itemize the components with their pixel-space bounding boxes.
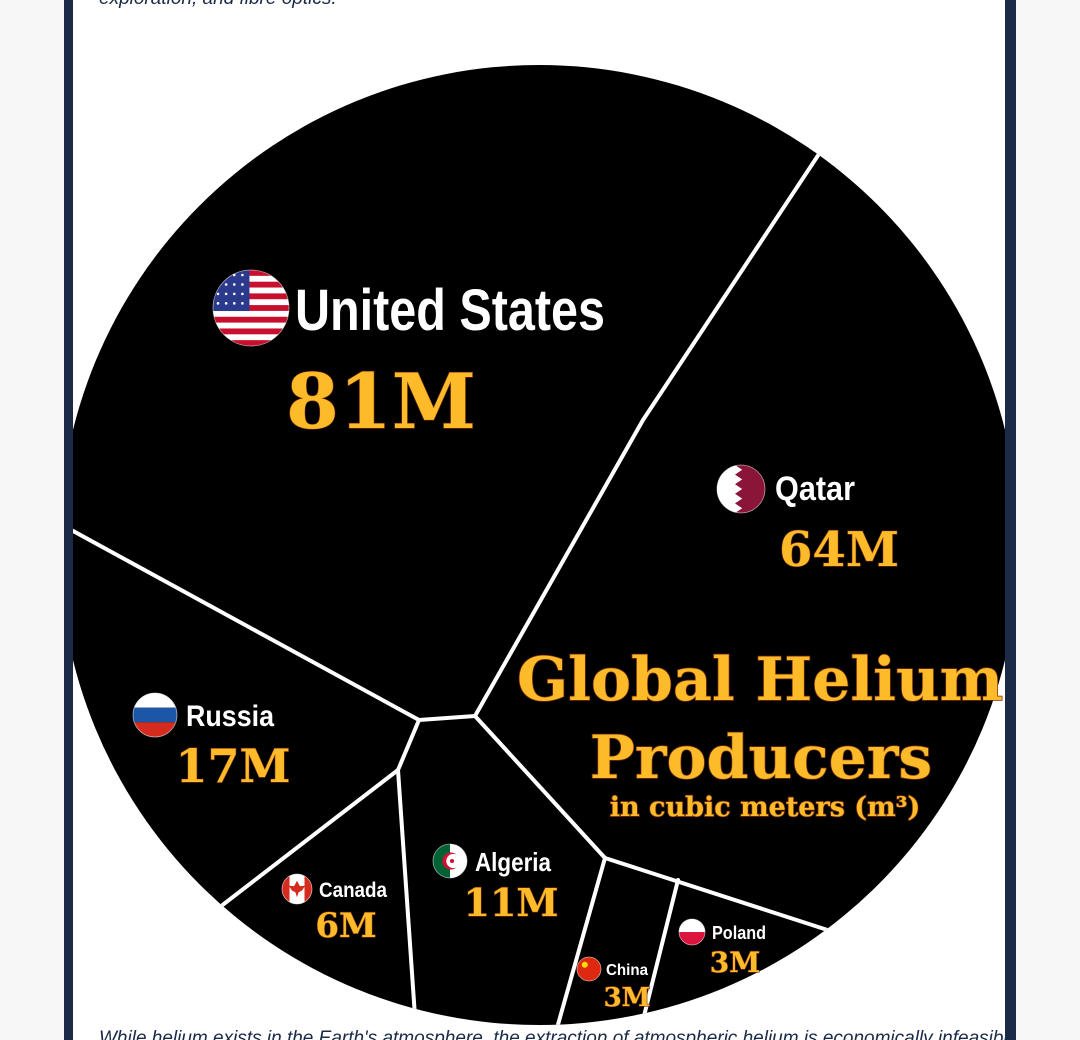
- country-label: Qatar: [775, 470, 855, 508]
- value-label: 81M: [286, 357, 476, 446]
- intro-text: exploration, and fibre optics.: [99, 0, 979, 10]
- cell-border-algeria-china: [546, 856, 607, 1025]
- cell-border-qatar-poland: [603, 856, 845, 937]
- country-label: Canada: [319, 879, 387, 902]
- chart-title-block: Global Helium Producers in cubic meters …: [516, 644, 1004, 824]
- value-label: 17M: [176, 739, 291, 793]
- chart-title-line2: Producers: [590, 723, 932, 793]
- cell-border-qatar-algeria: [473, 714, 607, 860]
- flag-algeria-icon: [432, 843, 468, 879]
- cell-border-us-algeria: [417, 714, 477, 722]
- article-card: exploration, and fibre optics. United St…: [73, 0, 1005, 1040]
- cell-border-us-russia: [73, 518, 421, 722]
- value-label: 11M: [464, 880, 559, 925]
- chart-title: Global Helium: [517, 645, 1003, 715]
- flag-canada-icon: [281, 873, 313, 905]
- flag-qatar-icon: [716, 464, 766, 514]
- cell-borders: [73, 93, 860, 1025]
- article-frame: exploration, and fibre optics. United St…: [64, 0, 1016, 1040]
- country-label: Poland: [712, 923, 766, 943]
- flag-china-icon: [576, 956, 602, 982]
- country-label: Russia: [186, 700, 274, 733]
- chart-subtitle: in cubic meters (m³): [610, 792, 921, 823]
- flag-us-icon: [212, 269, 290, 347]
- value-label: 64M: [779, 522, 899, 578]
- value-label: 3M: [710, 946, 760, 979]
- cell-border-us-qatar: [473, 93, 860, 718]
- flag-russia-icon: [132, 692, 178, 738]
- country-label: United States: [295, 278, 605, 343]
- country-label: China: [606, 962, 648, 979]
- flag-poland-icon: [678, 918, 706, 946]
- country-label: Algeria: [475, 847, 551, 877]
- value-label: 3M: [604, 983, 651, 1013]
- chart-background: [73, 65, 1005, 1025]
- value-label: 6M: [315, 906, 376, 946]
- outro-text: While helium exists in the Earth's atmos…: [99, 1028, 1005, 1040]
- cell-border-china-poland: [631, 878, 680, 1025]
- helium-voronoi-chart: United States 81M Qatar 64M Russia 17M Algeria…: [73, 65, 1005, 1025]
